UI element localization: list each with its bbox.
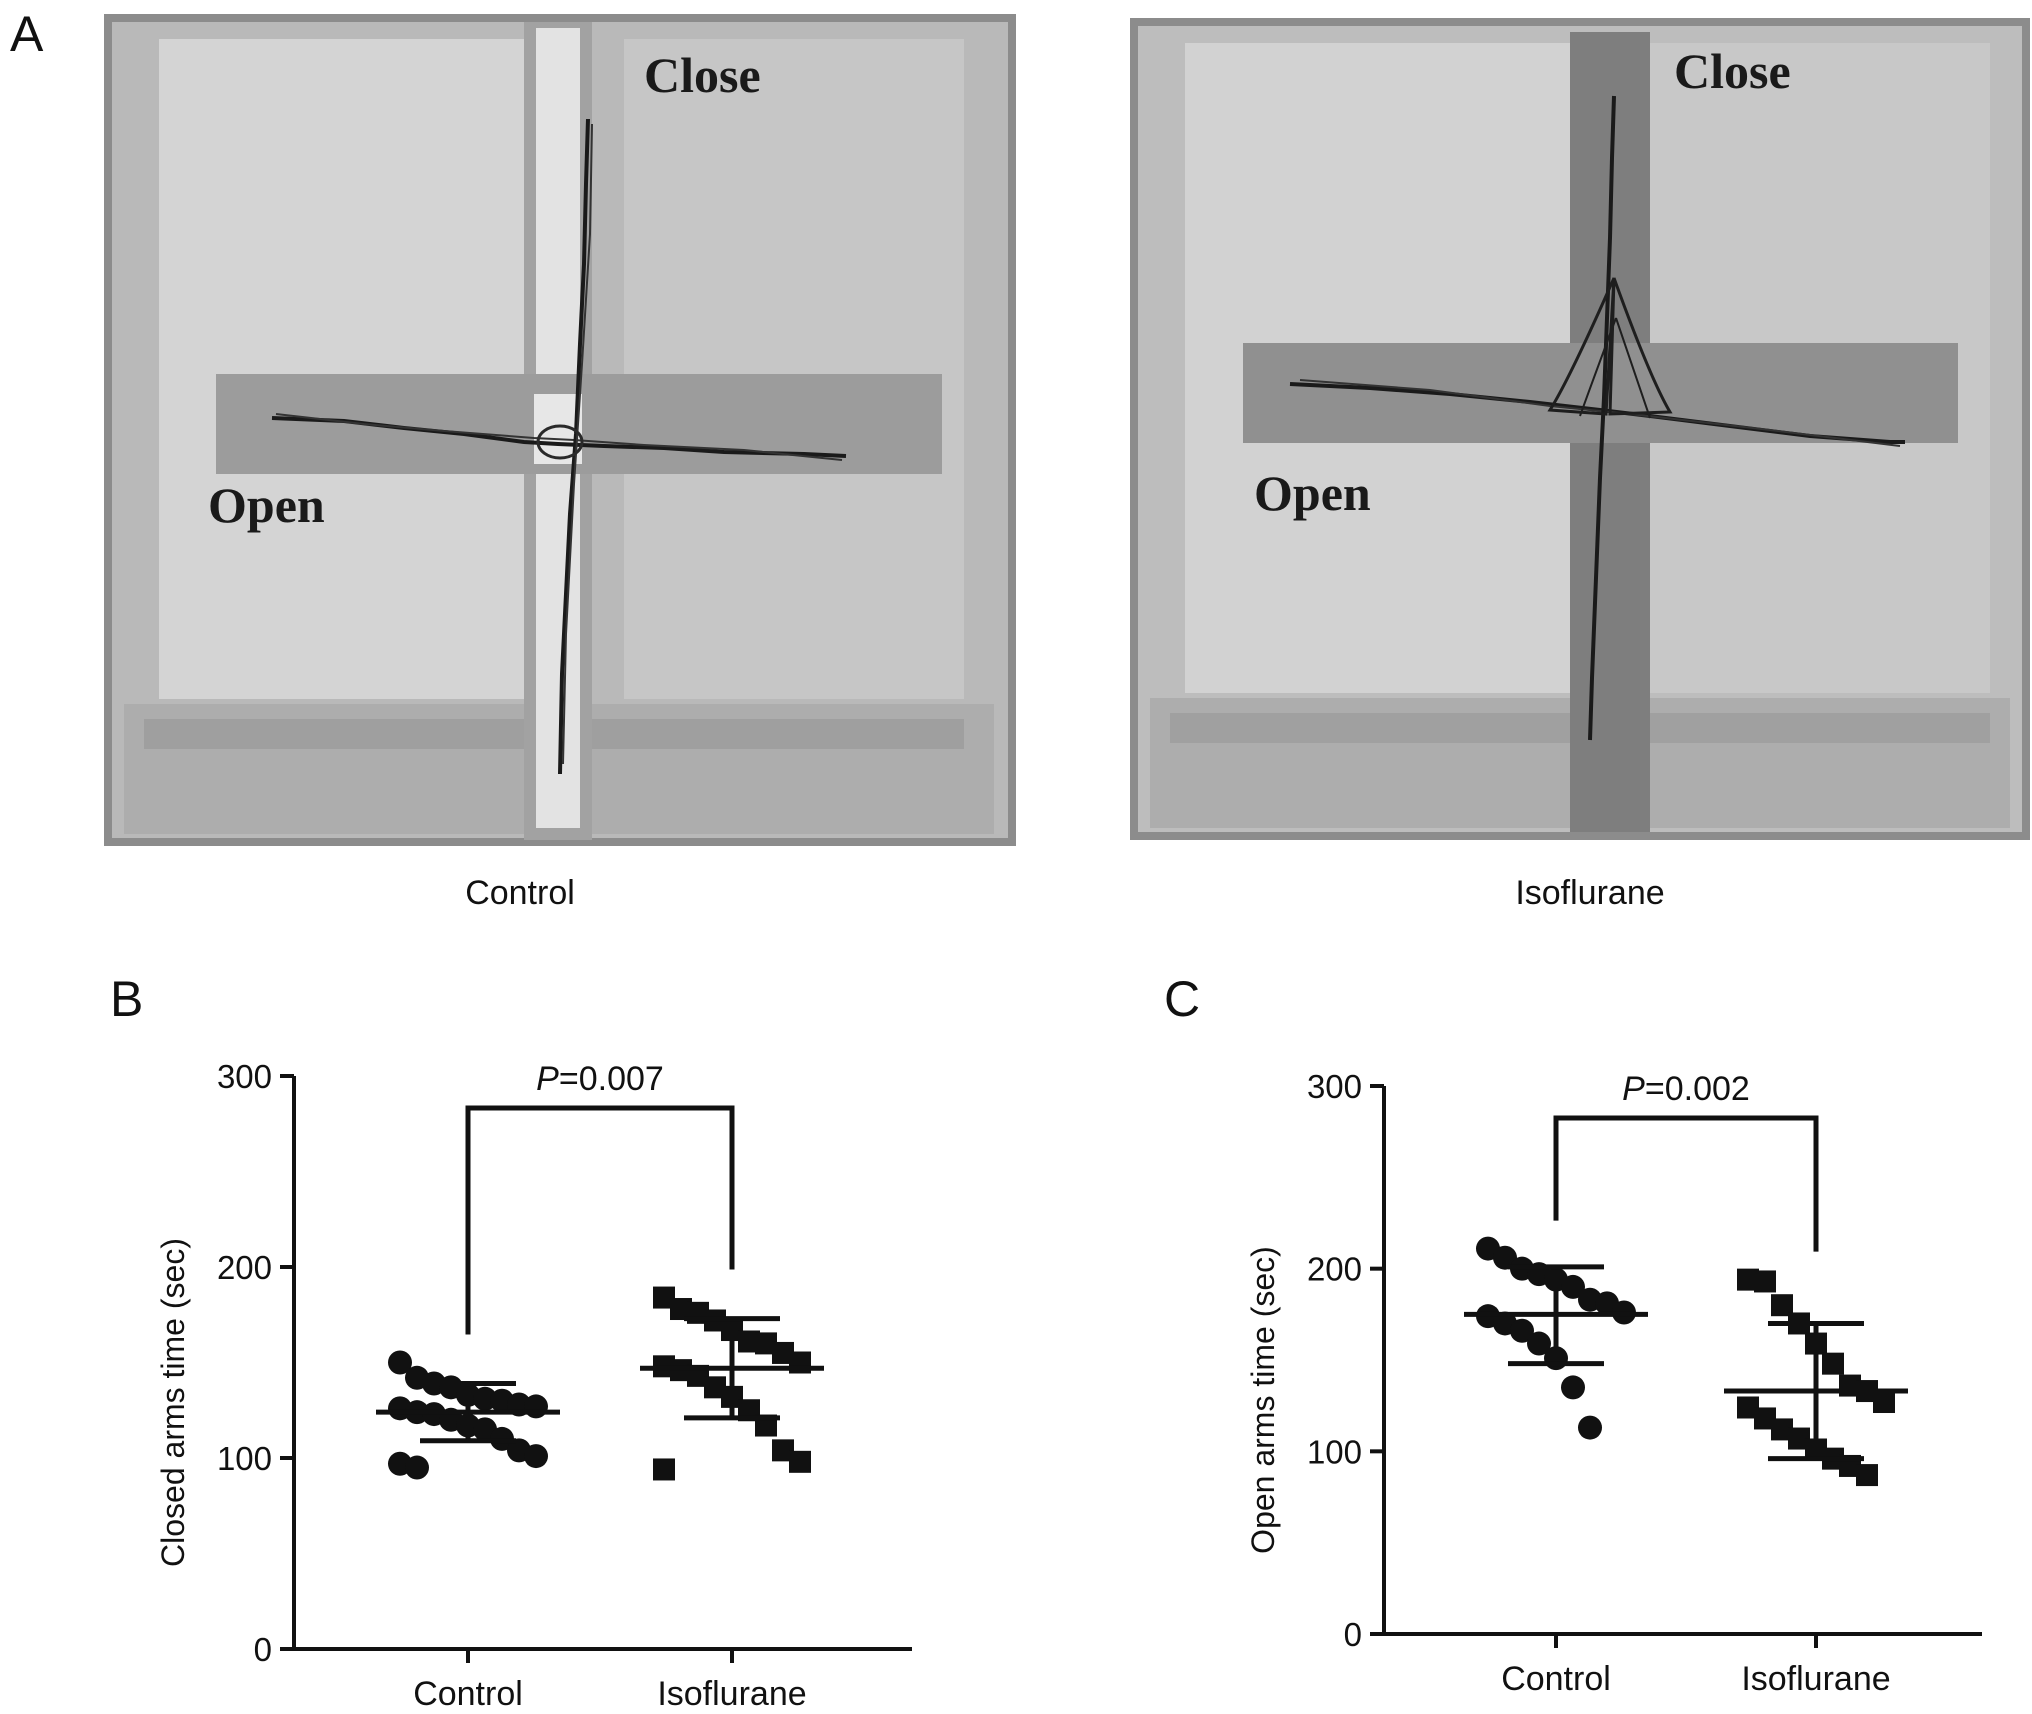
y-axis-label: Closed arms time (sec) — [155, 1238, 191, 1567]
p-value-italic: P — [1622, 1070, 1645, 1108]
chart-b: 0 100 200 300 Control Isoflurane Closed arms t… — [140, 1050, 930, 1714]
p-value-italic: P — [536, 1060, 559, 1098]
x-tick-label: Control — [413, 1675, 523, 1713]
y-tick-label: 200 — [1307, 1251, 1362, 1288]
data-point — [1737, 1268, 1759, 1291]
panel-letter-b: B — [110, 971, 144, 1027]
data-point — [524, 1444, 548, 1469]
significance-bracket — [465, 1105, 735, 1335]
data-point — [1856, 1464, 1878, 1487]
data-point — [1510, 1318, 1534, 1343]
data-point — [1822, 1352, 1844, 1375]
y-axis-label: Open arms time (sec) — [1245, 1246, 1281, 1554]
p-value-label: P=0.002 — [1622, 1070, 1750, 1108]
data-point — [1771, 1294, 1793, 1317]
data-point — [1771, 1418, 1793, 1441]
y-tick-label: 100 — [1307, 1433, 1362, 1470]
y-tick-label: 0 — [254, 1631, 272, 1668]
chart-b-svg: 0 100 200 300 Control Isoflurane Closed arms t… — [155, 1058, 912, 1713]
panel-letter-c: C — [1164, 971, 1201, 1027]
p-value-label: P=0.007 — [536, 1060, 664, 1098]
x-tick-label: Isoflurane — [1741, 1660, 1890, 1698]
data-point — [670, 1298, 692, 1321]
y-tick-label: 0 — [1344, 1616, 1362, 1653]
data-point — [1527, 1331, 1551, 1356]
data-point — [1561, 1274, 1585, 1299]
data-point — [1737, 1396, 1759, 1419]
maze-caption-control: Control — [465, 874, 575, 912]
data-point — [1561, 1375, 1585, 1400]
data-point — [653, 1286, 675, 1309]
data-point — [1578, 1415, 1602, 1440]
data-point — [1873, 1391, 1895, 1414]
maze-open-label-isoflurane: Open — [1254, 465, 1371, 521]
y-tick-label: 100 — [217, 1440, 272, 1477]
maze-close-label-control: Close — [644, 47, 761, 103]
data-point — [653, 1458, 675, 1481]
data-point — [738, 1330, 760, 1353]
data-point — [524, 1394, 548, 1419]
data-point — [1754, 1270, 1776, 1293]
x-tick-label: Isoflurane — [657, 1675, 806, 1713]
data-point — [1754, 1407, 1776, 1430]
data-point — [405, 1455, 429, 1480]
chart-c-svg: 0 100 200 300 Control Isoflurane Open arms tim… — [1245, 1068, 1982, 1698]
data-point — [789, 1450, 811, 1473]
significance-bracket — [1553, 1115, 1819, 1252]
y-tick-label: 300 — [217, 1058, 272, 1095]
data-point — [704, 1376, 726, 1399]
maze-open-label-control: Open — [208, 477, 325, 533]
y-tick-label: 200 — [217, 1249, 272, 1286]
data-point — [1493, 1245, 1517, 1270]
y-tick-label: 300 — [1307, 1068, 1362, 1105]
maze-image-isoflurane: Close Open — [1130, 18, 2030, 840]
data-point — [1788, 1427, 1810, 1450]
panel-letter-a: A — [10, 6, 44, 62]
maze-caption-isoflurane: Isoflurane — [1515, 874, 1665, 912]
chart-c: 0 100 200 300 Control Isoflurane Open arms tim… — [1230, 1050, 2020, 1714]
maze-close-label-isoflurane: Close — [1674, 43, 1791, 99]
data-point — [755, 1332, 777, 1355]
p-value-number: =0.007 — [559, 1060, 664, 1098]
data-point — [772, 1341, 794, 1364]
data-point — [772, 1439, 794, 1462]
data-point — [388, 1350, 412, 1375]
maze-image-control: Close Open — [104, 14, 1016, 846]
x-tick-label: Control — [1501, 1660, 1611, 1698]
p-value-number: =0.002 — [1645, 1070, 1750, 1108]
